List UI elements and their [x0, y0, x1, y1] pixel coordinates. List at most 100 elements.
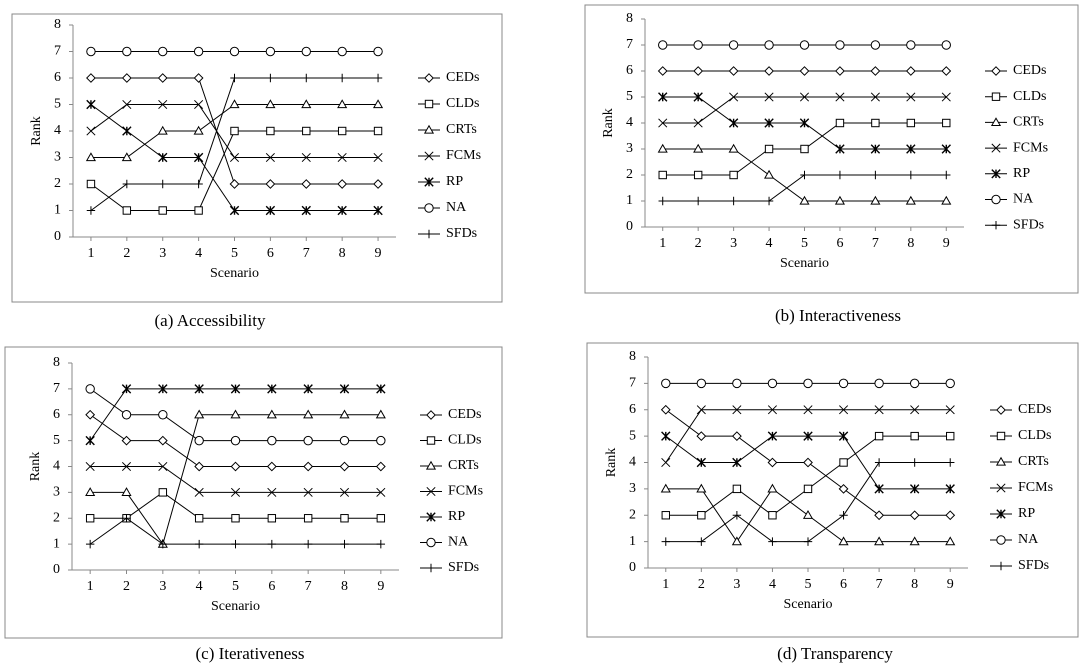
x-axis-label: Scenario	[211, 599, 260, 614]
x-tick-label: 1	[662, 577, 669, 592]
marker	[85, 384, 95, 394]
marker	[910, 458, 919, 467]
marker	[991, 221, 1001, 230]
marker	[941, 66, 952, 76]
marker	[764, 40, 774, 50]
x-tick-label: 9	[947, 577, 954, 592]
x-axis-label: Scenario	[784, 597, 833, 612]
marker	[658, 92, 668, 102]
marker	[941, 195, 952, 205]
legend-item: CLDs	[420, 433, 481, 448]
y-tick-label: 2	[626, 167, 633, 182]
y-tick-label: 2	[53, 510, 60, 525]
marker	[426, 512, 436, 522]
marker	[996, 535, 1006, 545]
chart-panel: 0 1 2 3 4 5 6 7 8 1 2 3 4 5 6 7 8 9 Rank Scenario CEDs CLDs CR…	[584, 4, 1079, 325]
series-line	[90, 77, 379, 211]
caption: (a) Accessibility	[155, 311, 266, 330]
marker	[729, 170, 738, 180]
x-tick-label: 2	[695, 236, 702, 251]
marker	[661, 431, 671, 441]
marker	[193, 46, 204, 57]
marker	[991, 143, 1001, 153]
marker	[266, 461, 277, 472]
x-tick-label: 8	[911, 577, 918, 592]
marker	[424, 177, 434, 187]
marker	[337, 152, 347, 163]
marker	[122, 514, 131, 523]
x-tick-label: 3	[159, 246, 166, 261]
marker	[871, 118, 880, 128]
marker	[906, 92, 916, 102]
marker	[661, 378, 671, 389]
y-tick-label: 1	[54, 203, 61, 218]
marker	[767, 431, 778, 441]
legend-item: SFDs	[418, 226, 477, 241]
marker	[803, 537, 813, 546]
marker	[660, 483, 671, 493]
marker	[697, 511, 706, 520]
legend-label: FCMs	[1018, 480, 1053, 495]
marker	[693, 170, 703, 180]
marker	[194, 409, 205, 419]
marker	[693, 143, 704, 153]
chart-panel: 0 1 2 3 4 5 6 7 8 1 2 3 4 5 6 7 8 9 Rank Scenario CEDs CLDs CR…	[11, 13, 503, 330]
legend-item: RP	[418, 174, 463, 189]
marker	[194, 179, 203, 189]
x-tick-label: 2	[698, 577, 705, 592]
marker	[426, 410, 436, 420]
marker	[870, 144, 881, 154]
y-tick-label: 4	[54, 123, 61, 138]
x-tick-label: 5	[805, 577, 812, 592]
marker	[910, 405, 920, 415]
y-tick-label: 4	[53, 459, 60, 474]
marker	[337, 99, 348, 109]
marker	[426, 563, 436, 573]
marker	[835, 118, 845, 128]
marker	[839, 458, 848, 467]
marker	[157, 73, 168, 83]
caption: (d) Transparency	[777, 644, 893, 663]
marker	[373, 73, 383, 83]
legend-label: FCMs	[448, 484, 483, 499]
legend-item: CEDs	[990, 402, 1051, 417]
marker	[303, 409, 314, 419]
marker	[870, 66, 881, 76]
legend-label: CLDs	[446, 96, 479, 111]
series-line	[665, 435, 951, 516]
marker	[803, 378, 813, 389]
x-tick-label: 6	[267, 246, 274, 261]
marker	[909, 536, 920, 546]
marker	[301, 46, 311, 57]
y-axis-label: Rank	[604, 448, 619, 478]
marker	[909, 378, 920, 389]
marker	[158, 488, 168, 497]
x-tick-label: 1	[659, 236, 666, 251]
marker	[729, 92, 739, 102]
marker	[909, 484, 920, 494]
x-tick-label: 7	[303, 246, 310, 261]
marker	[86, 46, 96, 57]
marker	[265, 152, 275, 163]
marker	[696, 457, 707, 468]
marker	[303, 461, 314, 472]
marker	[835, 170, 845, 180]
marker	[945, 378, 955, 389]
marker	[424, 229, 434, 239]
legend-label: NA	[446, 200, 467, 215]
marker	[732, 405, 742, 415]
legend-label: RP	[1018, 506, 1035, 521]
marker	[767, 457, 778, 468]
marker	[870, 40, 881, 50]
legend-label: SFDs	[446, 226, 477, 241]
marker	[194, 206, 203, 215]
legend-label: CEDs	[1013, 63, 1046, 78]
marker	[194, 435, 204, 446]
marker	[230, 487, 241, 497]
x-tick-label: 4	[769, 577, 776, 592]
marker	[194, 99, 204, 110]
marker	[661, 457, 671, 468]
series-line	[90, 414, 381, 546]
marker	[696, 431, 707, 442]
marker	[340, 539, 349, 549]
